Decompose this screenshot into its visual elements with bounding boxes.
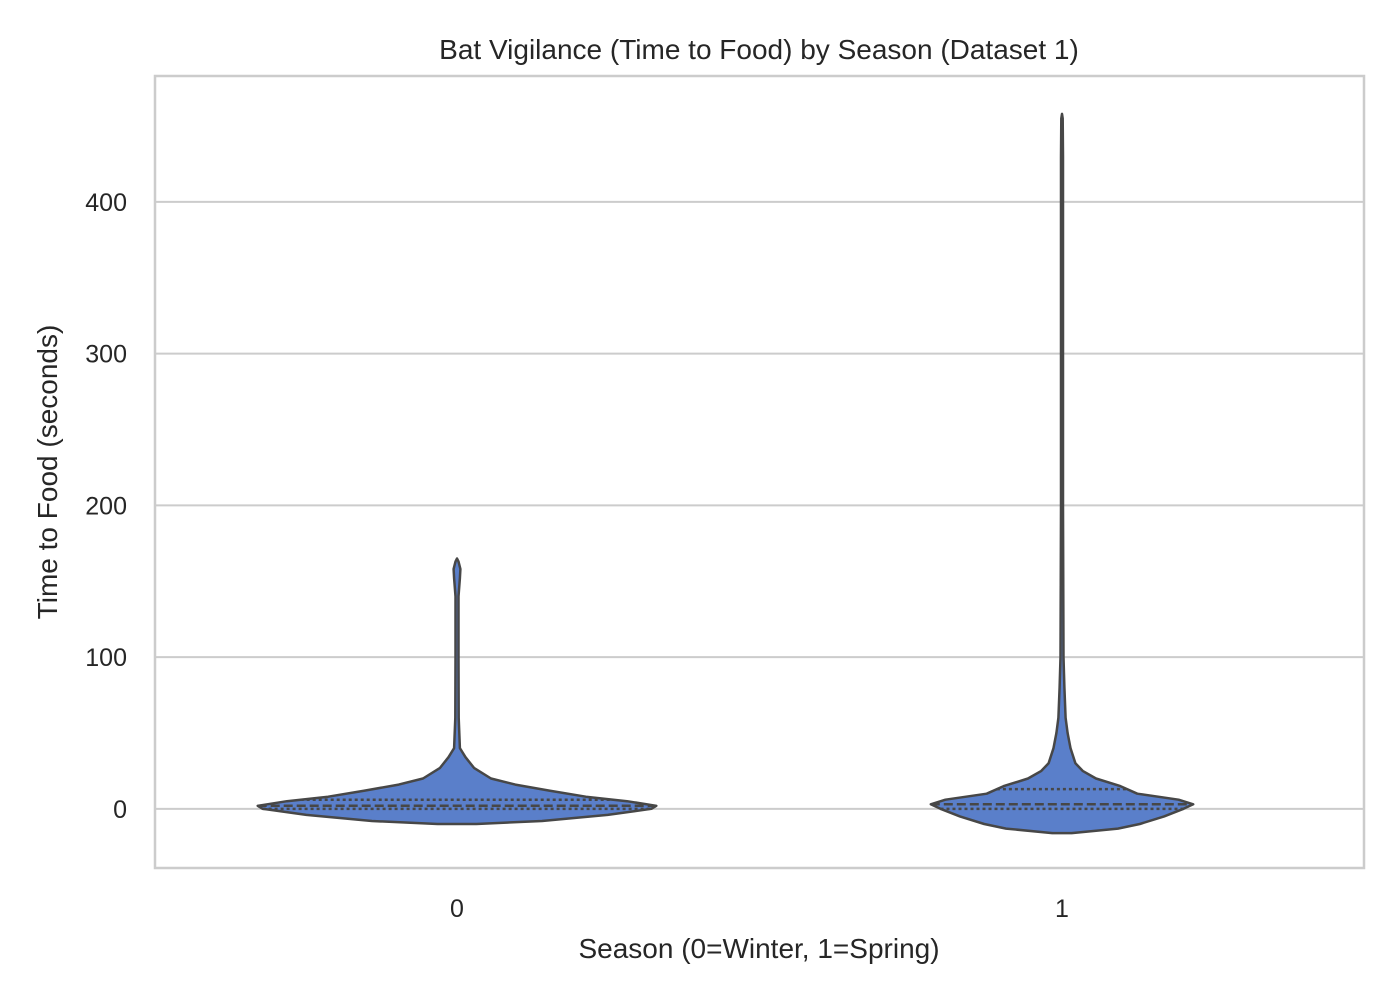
y-tick-label: 0 (113, 796, 127, 824)
x-tick-label: 0 (450, 895, 464, 923)
plot-background (155, 76, 1364, 868)
x-axis-label: Season (0=Winter, 1=Spring) (578, 933, 939, 964)
chart-title: Bat Vigilance (Time to Food) by Season (… (439, 34, 1079, 65)
y-tick-label: 100 (85, 644, 127, 672)
y-axis-label: Time to Food (seconds) (32, 325, 63, 620)
y-tick-label: 300 (85, 341, 127, 369)
violins (256, 112, 1195, 835)
x-tick-label: 1 (1055, 895, 1069, 923)
y-tick-label: 400 (85, 189, 127, 217)
y-tick-labels: 0 100 200 300 400 (85, 189, 127, 824)
y-tick-label: 200 (85, 492, 127, 520)
plot-frame (153, 74, 1366, 870)
violin-body (929, 112, 1195, 835)
